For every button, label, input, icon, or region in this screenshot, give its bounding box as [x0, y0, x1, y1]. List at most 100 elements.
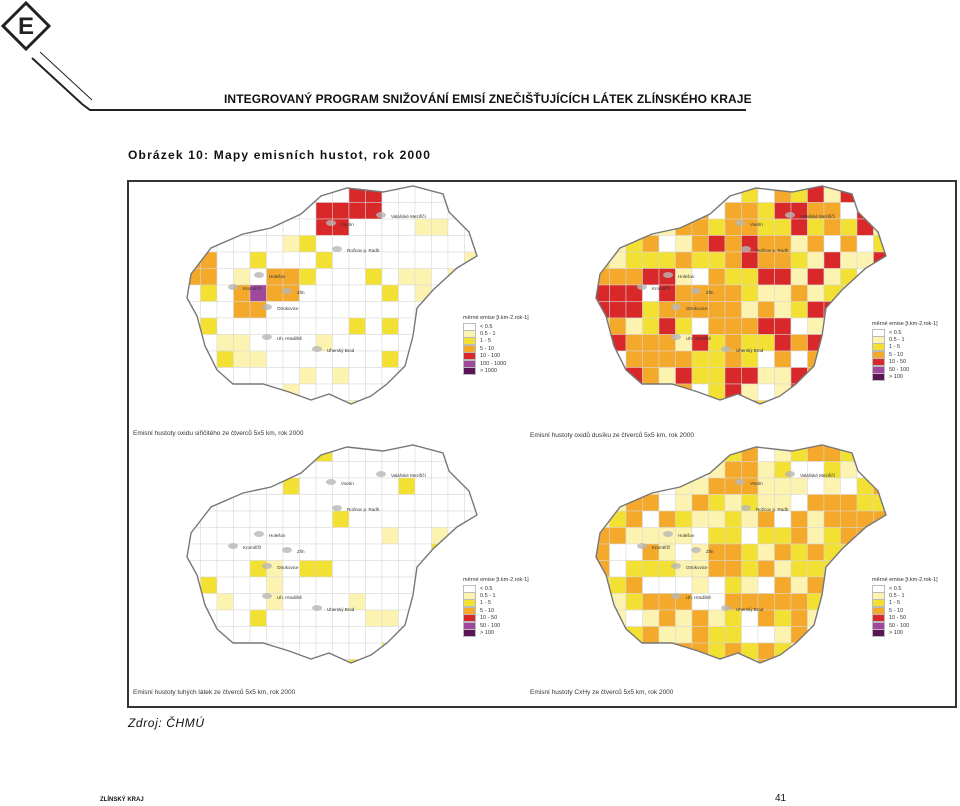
grid-cell: [348, 284, 366, 302]
legend-swatch: [463, 629, 476, 638]
town-label: Uherský Brod: [327, 607, 355, 612]
grid-cell: [708, 461, 726, 479]
town-area: [326, 220, 336, 226]
grid-cell: [332, 317, 350, 335]
grid-cell: [398, 284, 416, 302]
grid-cell: [642, 609, 660, 627]
grid-cell: [233, 268, 251, 286]
grid-cell: [560, 528, 577, 545]
grid-cell: [481, 643, 498, 660]
grid-cell: [414, 510, 432, 528]
grid-cell: [840, 461, 858, 479]
grid-cell: [741, 626, 759, 644]
grid-cell: [577, 528, 594, 545]
grid-cell: [642, 383, 660, 401]
grid-cell: [840, 202, 858, 220]
figure-caption: Obrázek 10: Mapy emisních hustot, rok 20…: [128, 148, 432, 162]
grid-cell: [577, 335, 594, 352]
grid-cell: [266, 284, 284, 302]
grid-cell: [332, 251, 350, 269]
grid-cell: [577, 610, 594, 627]
grid-cell: [481, 203, 498, 220]
legend-label: < 0.5: [889, 329, 902, 336]
grid-cell: [381, 251, 399, 269]
grid-cell: [299, 642, 317, 660]
grid-cell: [873, 461, 886, 479]
grid-cell: [658, 350, 676, 368]
grid-cell: [642, 593, 660, 611]
grid-cell: [840, 593, 858, 611]
grid-cell: [823, 317, 841, 335]
grid-cell: [348, 560, 366, 578]
grid-cell: [708, 609, 726, 627]
grid-cell: [299, 301, 317, 319]
grid-cell: [315, 609, 333, 627]
grid-cell: [741, 317, 759, 335]
grid-cell: [790, 609, 808, 627]
grid-cell: [658, 461, 676, 479]
grid-cell: [675, 510, 693, 528]
grid-cell: [823, 301, 841, 319]
grid-cell: [741, 642, 759, 660]
grid-cell: [658, 383, 676, 401]
grid-cell: [609, 235, 627, 253]
town-area: [332, 246, 342, 252]
grid-cell: [807, 477, 825, 495]
grid-cell: [151, 627, 168, 644]
grid-cell: [200, 202, 218, 220]
grid-cell: [642, 186, 660, 203]
town-area: [785, 471, 795, 477]
grid-cell: [691, 235, 709, 253]
grid-cell: [856, 268, 874, 286]
grid-cell: [249, 477, 267, 495]
grid-cell: [216, 510, 234, 528]
grid-cell: [168, 528, 185, 545]
grid-cell: [431, 400, 449, 404]
town-label: Otrokovice: [686, 565, 708, 570]
grid-cell: [414, 350, 432, 368]
grid-cell: [414, 543, 432, 561]
grid-cell: [840, 543, 858, 561]
grid-cell: [609, 268, 627, 286]
map-panel-so2: Vsetín Valašské Meziříčí Rožnov p. Radh. Ho…: [131, 184, 544, 446]
legend-item: > 1000: [463, 367, 529, 376]
grid-cell: [233, 593, 251, 611]
grid-cell: [724, 609, 742, 627]
grid-cell: [332, 301, 350, 319]
grid-cell: [807, 494, 825, 512]
grid-cell: [840, 560, 858, 578]
grid-cell: [365, 186, 383, 203]
grid-cell: [840, 383, 858, 401]
grid-cell: [365, 251, 383, 269]
grid-cell: [216, 317, 234, 335]
grid-cell: [625, 576, 643, 594]
legend-label: 5 - 10: [889, 607, 904, 614]
grid-cell: [658, 494, 676, 512]
grid-cell: [807, 383, 825, 401]
grid-cell: [151, 351, 168, 368]
grid-cell: [577, 269, 594, 286]
grid-cell: [774, 609, 792, 627]
grid-cell: [708, 626, 726, 644]
grid-cell: [790, 218, 808, 236]
grid-cell: [200, 284, 218, 302]
grid-cell: [315, 560, 333, 578]
grid-cell: [708, 202, 726, 220]
grid-cell: [414, 334, 432, 352]
grid-cell: [596, 186, 610, 203]
grid-cell: [757, 350, 775, 368]
grid-cell: [560, 335, 577, 352]
grid-cell: [365, 576, 383, 594]
grid-cell: [431, 301, 449, 319]
grid-cell: [577, 495, 594, 512]
grid-cell: [464, 400, 477, 404]
grid-cell: [348, 268, 366, 286]
grid-cell: [708, 350, 726, 368]
grid-cell: [609, 367, 627, 385]
grid-cell: [774, 593, 792, 611]
grid-cell: [249, 202, 267, 220]
grid-cell: [596, 235, 610, 253]
grid-cell: [431, 659, 449, 663]
grid-cell: [266, 659, 284, 663]
grid-cell: [187, 626, 201, 644]
